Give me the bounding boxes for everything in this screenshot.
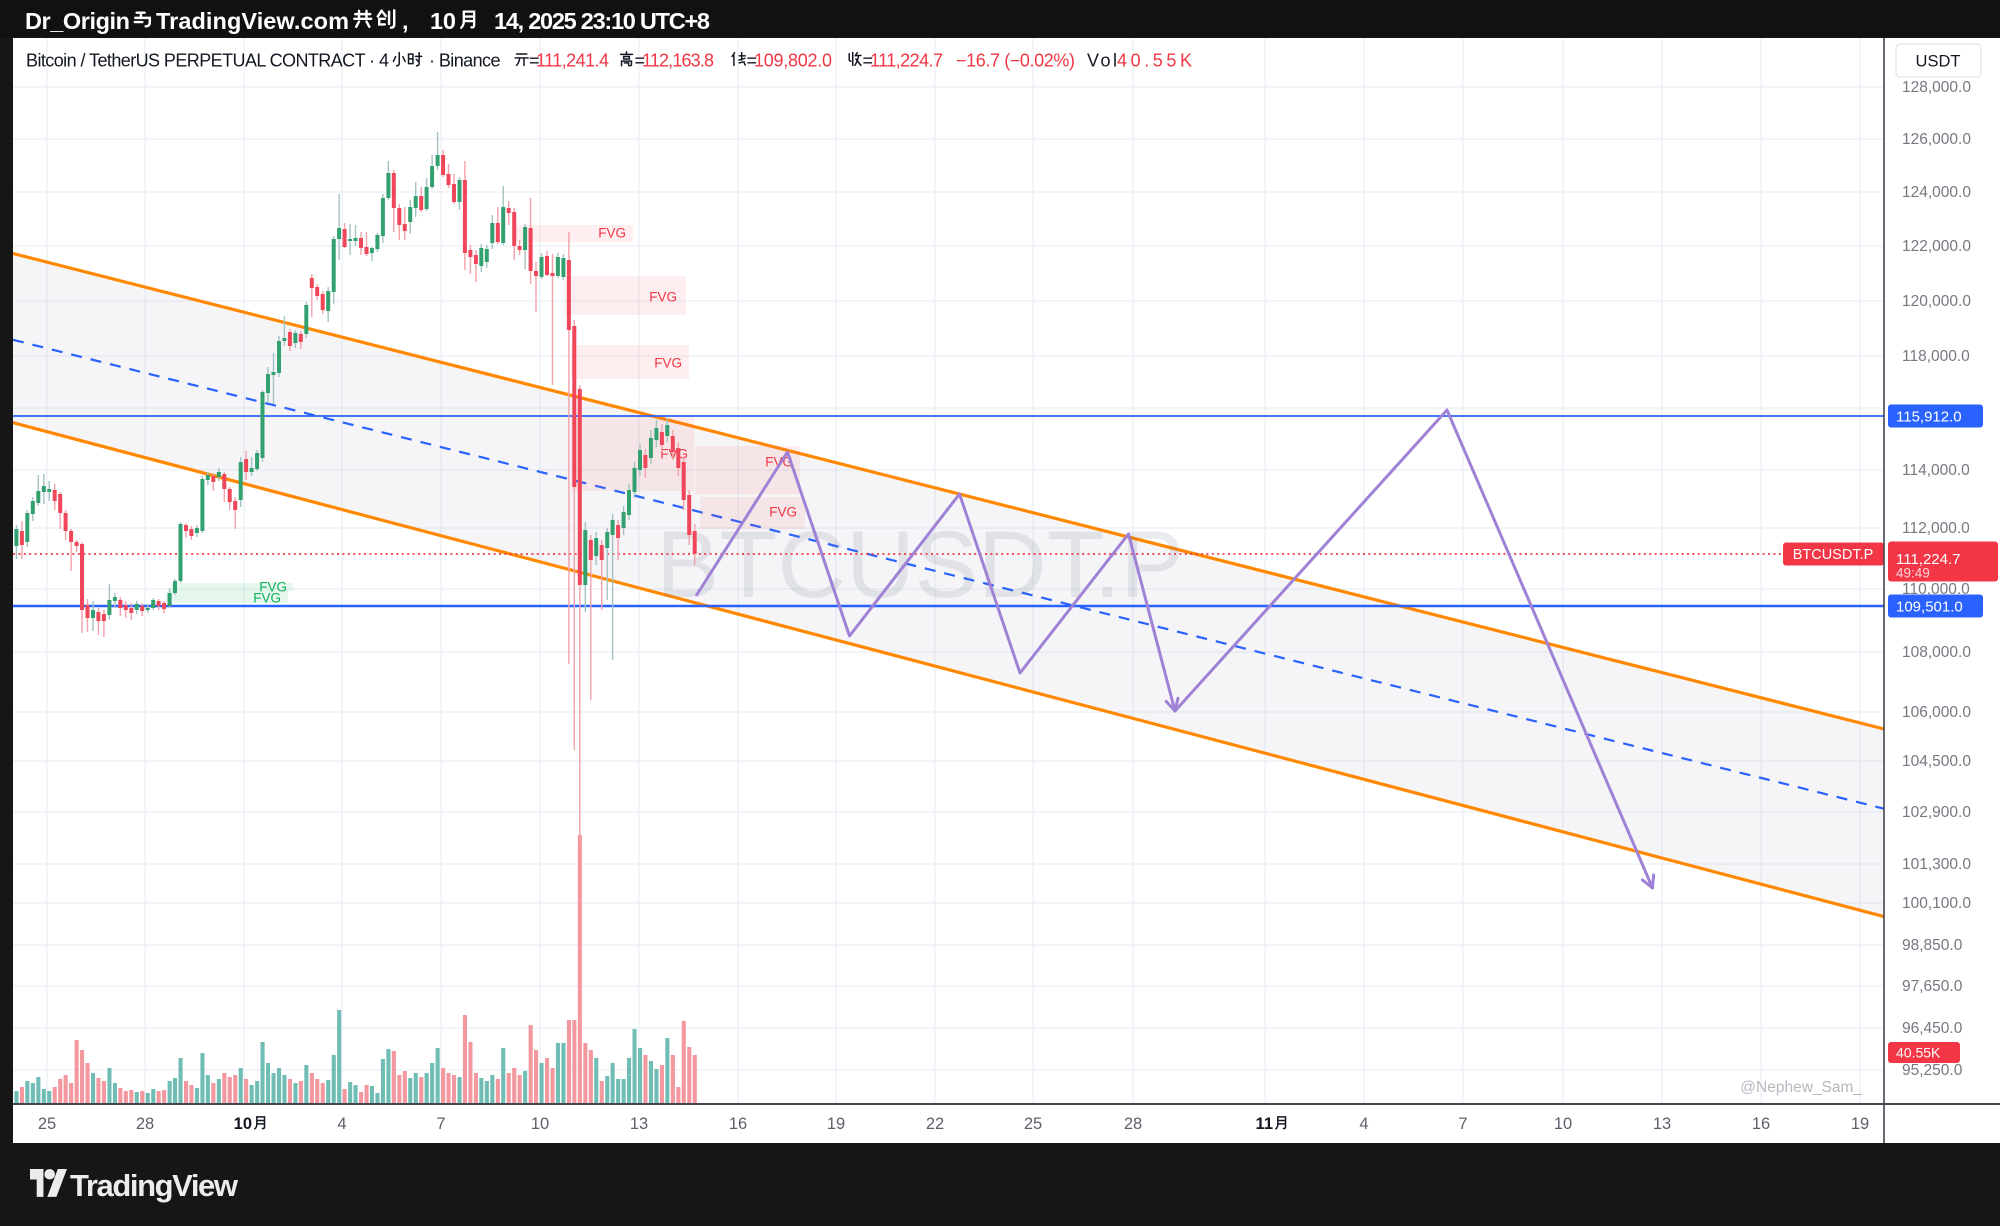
- svg-text:115,912.0: 115,912.0: [1896, 409, 1962, 426]
- svg-text:110,000.0: 110,000.0: [1902, 581, 1970, 598]
- svg-text:16: 16: [729, 1115, 747, 1133]
- svg-text:FVG: FVG: [649, 290, 677, 305]
- svg-text:111,241.4: 111,241.4: [536, 51, 609, 71]
- svg-text:FVG: FVG: [259, 580, 287, 595]
- svg-text:−16.7 (−0.02%): −16.7 (−0.02%): [956, 51, 1075, 71]
- svg-text:TradingView.com: TradingView.com: [156, 8, 349, 34]
- svg-text:FVG: FVG: [253, 591, 281, 606]
- svg-text:=: =: [863, 51, 874, 71]
- svg-text:BTCUSDT.P: BTCUSDT.P: [656, 512, 1184, 618]
- svg-text:11: 11: [1256, 1115, 1273, 1133]
- svg-text:98,850.0: 98,850.0: [1902, 937, 1963, 954]
- svg-text:14, 2025 23:10 UTC+8: 14, 2025 23:10 UTC+8: [494, 8, 710, 34]
- svg-text:7: 7: [1458, 1115, 1467, 1133]
- svg-text:USDT: USDT: [1916, 53, 1961, 71]
- svg-text:=: =: [747, 51, 758, 71]
- svg-text:111,224.7: 111,224.7: [870, 51, 943, 71]
- svg-text:28: 28: [136, 1115, 154, 1133]
- svg-text:Dr_Origin: Dr_Origin: [25, 8, 130, 34]
- svg-text:120,000.0: 120,000.0: [1902, 293, 1971, 310]
- svg-text:10: 10: [430, 8, 456, 34]
- svg-text:13: 13: [1653, 1115, 1671, 1133]
- svg-text:109,501.0: 109,501.0: [1896, 599, 1963, 616]
- svg-text:10: 10: [1554, 1115, 1572, 1133]
- svg-text:19: 19: [1851, 1115, 1869, 1133]
- svg-text:4: 4: [1359, 1115, 1368, 1133]
- svg-text:111,224.7: 111,224.7: [1896, 551, 1961, 568]
- svg-text:97,650.0: 97,650.0: [1902, 978, 1963, 995]
- svg-text:112,000.0: 112,000.0: [1902, 520, 1970, 537]
- svg-text:TradingView: TradingView: [70, 1168, 239, 1203]
- svg-text:Bitcoin / TetherUS PERPETUAL C: Bitcoin / TetherUS PERPETUAL CONTRACT · …: [26, 51, 389, 71]
- svg-text:126,000.0: 126,000.0: [1902, 131, 1971, 148]
- svg-text:10: 10: [234, 1115, 252, 1133]
- svg-text:128,000.0: 128,000.0: [1902, 79, 1971, 96]
- svg-text:102,900.0: 102,900.0: [1902, 804, 1971, 821]
- svg-text:114,000.0: 114,000.0: [1902, 462, 1970, 479]
- svg-text:FVG: FVG: [654, 356, 682, 371]
- svg-text:25: 25: [38, 1115, 56, 1133]
- svg-text:100,100.0: 100,100.0: [1902, 895, 1971, 912]
- svg-text:10: 10: [531, 1115, 549, 1133]
- svg-text:FVG: FVG: [598, 226, 626, 241]
- svg-text:=: =: [635, 51, 646, 71]
- svg-text:16: 16: [1752, 1115, 1770, 1133]
- svg-text:108,000.0: 108,000.0: [1902, 644, 1971, 661]
- svg-text:FVG: FVG: [769, 505, 797, 520]
- svg-text:4: 4: [337, 1115, 346, 1133]
- svg-text:13: 13: [630, 1115, 648, 1133]
- svg-text:124,000.0: 124,000.0: [1902, 184, 1971, 201]
- svg-text:109,802.0: 109,802.0: [754, 51, 832, 71]
- svg-text:104,500.0: 104,500.0: [1902, 753, 1971, 770]
- svg-text:Vol: Vol: [1087, 51, 1117, 71]
- svg-text:112,163.8: 112,163.8: [642, 51, 714, 71]
- svg-text:118,000.0: 118,000.0: [1902, 348, 1970, 365]
- svg-text:7: 7: [436, 1115, 445, 1133]
- svg-text:49:49: 49:49: [1896, 566, 1930, 581]
- svg-text:@Nephew_Sam_: @Nephew_Sam_: [1740, 1079, 1862, 1096]
- svg-text:122,000.0: 122,000.0: [1902, 238, 1971, 255]
- svg-text:96,450.0: 96,450.0: [1902, 1020, 1963, 1037]
- svg-text:40.55K: 40.55K: [1896, 1045, 1941, 1061]
- svg-text:106,000.0: 106,000.0: [1902, 704, 1971, 721]
- svg-text:40.55K: 40.55K: [1117, 51, 1192, 71]
- svg-text:BTCUSDT.P: BTCUSDT.P: [1793, 547, 1874, 563]
- svg-text:FVG: FVG: [765, 455, 793, 470]
- svg-text:22: 22: [926, 1115, 944, 1133]
- svg-text:101,300.0: 101,300.0: [1902, 856, 1971, 873]
- svg-text:=: =: [529, 51, 540, 71]
- svg-text:,: ,: [402, 8, 409, 34]
- svg-text:25: 25: [1024, 1115, 1042, 1133]
- svg-text:· Binance: · Binance: [429, 51, 501, 71]
- svg-text:19: 19: [827, 1115, 845, 1133]
- svg-text:28: 28: [1124, 1115, 1142, 1133]
- svg-text:FVG: FVG: [660, 447, 688, 462]
- svg-text:95,250.0: 95,250.0: [1902, 1062, 1963, 1079]
